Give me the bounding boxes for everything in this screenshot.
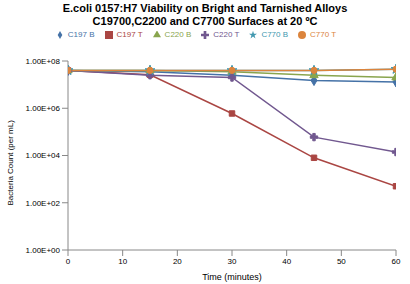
html-text:C770 B: C770 B bbox=[261, 30, 289, 39]
svg-text:0: 0 bbox=[66, 257, 71, 266]
html-text:C19700,C2200 and C7700 Surface: C19700,C2200 and C7700 Surfaces at 20 ºC bbox=[92, 15, 318, 27]
svg-text:10: 10 bbox=[118, 257, 127, 266]
svg-text:1.00E+08: 1.00E+08 bbox=[26, 57, 61, 66]
html-text:C770 T: C770 T bbox=[310, 30, 337, 39]
svg-text:1.00E+02: 1.00E+02 bbox=[26, 199, 61, 208]
svg-text:1.00E+04: 1.00E+04 bbox=[26, 151, 61, 160]
svg-text:30: 30 bbox=[228, 257, 237, 266]
svg-text:Time (minutes): Time (minutes) bbox=[202, 272, 262, 282]
svg-text:60: 60 bbox=[392, 257, 401, 266]
svg-text:1.00E+06: 1.00E+06 bbox=[26, 104, 61, 113]
html-text:C220 T: C220 T bbox=[213, 30, 240, 39]
svg-text:20: 20 bbox=[173, 257, 182, 266]
html-text:C197 T: C197 T bbox=[116, 30, 143, 39]
html-text:C220 B: C220 B bbox=[164, 30, 192, 39]
svg-text:40: 40 bbox=[282, 257, 291, 266]
svg-text:Bacteria Count (per mL): Bacteria Count (per mL) bbox=[8, 120, 15, 206]
html-text:E.coli 0157:H7 Viability on Br: E.coli 0157:H7 Viability on Bright and T… bbox=[62, 2, 348, 14]
svg-text:1.00E+00: 1.00E+00 bbox=[26, 246, 61, 255]
svg-text:50: 50 bbox=[337, 257, 346, 266]
html-text:C197 B: C197 B bbox=[67, 30, 95, 39]
